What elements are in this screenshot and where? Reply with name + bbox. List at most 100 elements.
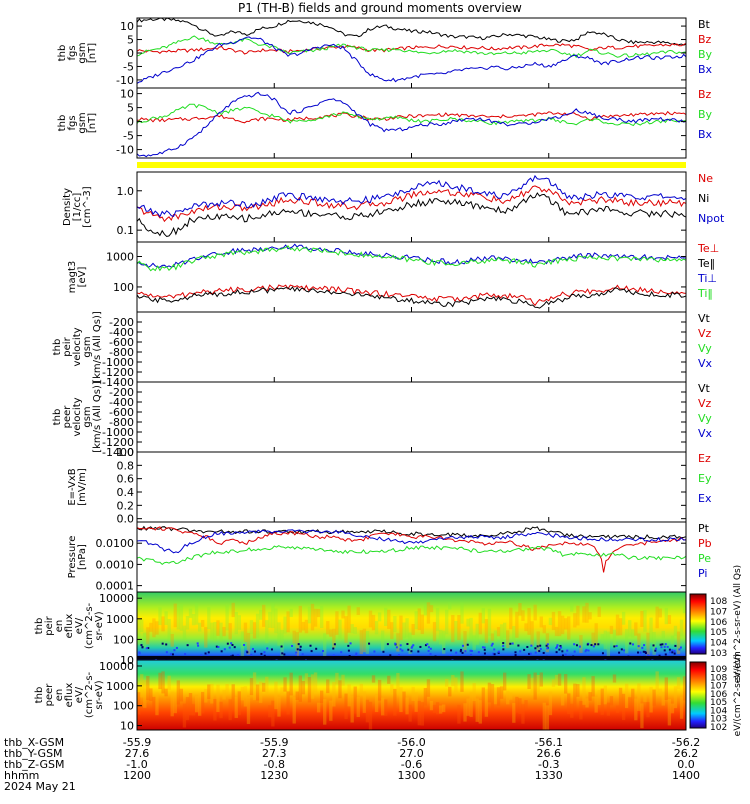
spectrogram-streak: [207, 607, 211, 630]
x-row-value: 1300: [398, 769, 426, 782]
spectrogram-streak: [454, 677, 458, 693]
spectrogram-streak: [466, 698, 470, 716]
spectrogram-streak: [164, 611, 168, 625]
spectrogram-streak: [570, 703, 574, 718]
noise-speckle: [660, 646, 663, 649]
noise-speckle: [673, 652, 676, 655]
spectrogram-streak: [670, 635, 675, 645]
spectrogram-streak: [158, 607, 162, 626]
noise-speckle: [215, 645, 218, 648]
noise-speckle: [679, 646, 682, 649]
legend-entry: Pt: [698, 522, 710, 535]
spectrogram-streak: [231, 602, 235, 618]
spectrogram-streak: [573, 613, 577, 628]
spectrogram-streak: [222, 689, 226, 700]
y-axis-label: [cm^-3]: [82, 186, 93, 227]
spectrogram-streak: [631, 688, 635, 709]
spectrogram-streak: [201, 691, 205, 714]
spectrogram-streak: [606, 702, 611, 716]
spectrogram-streak: [149, 688, 153, 702]
noise-speckle: [455, 651, 458, 654]
noise-speckle: [536, 645, 539, 648]
noise-speckle: [347, 649, 350, 652]
spectrogram-streak: [381, 697, 385, 716]
noise-speckle: [644, 652, 647, 655]
spectrogram-streak: [536, 675, 540, 693]
spectrogram-streak: [228, 699, 232, 721]
noise-speckle: [641, 646, 644, 649]
series-line-Ni: [136, 192, 687, 238]
spectrogram-streak: [445, 678, 449, 687]
spectrogram-streak: [207, 684, 211, 699]
y-tick-label: 0: [127, 116, 134, 129]
spectrogram-streak: [588, 692, 592, 701]
noise-speckle: [481, 646, 484, 649]
spectrogram-streak: [521, 610, 525, 621]
x-row-label: thb_Y-GSM: [4, 747, 63, 760]
y-axis-label: [nT]: [87, 113, 98, 133]
spectrogram-streak: [310, 674, 315, 699]
y-tick-label: -200: [109, 316, 134, 329]
x-row-value: -0.8: [264, 758, 285, 771]
noise-speckle: [561, 650, 564, 653]
noise-speckle: [251, 648, 254, 651]
spectrogram-streak: [277, 622, 281, 646]
spectrogram-streak: [295, 691, 299, 700]
x-row-value: 1400: [672, 769, 700, 782]
noise-speckle: [587, 649, 590, 652]
noise-speckle: [348, 654, 351, 657]
spectrogram-streak: [454, 621, 458, 641]
spectrogram-streak: [374, 621, 379, 635]
spectrogram-streak: [512, 702, 516, 723]
spectrogram-streak: [557, 673, 562, 686]
spectrogram-streak: [237, 691, 241, 716]
spectrogram-streak: [384, 699, 388, 716]
spectrogram-streak: [225, 684, 229, 695]
noise-speckle: [204, 652, 207, 655]
spectrogram-streak: [576, 684, 580, 697]
noise-speckle: [295, 651, 298, 654]
spectrogram-streak: [490, 633, 495, 641]
y-tick-label: -1200: [102, 366, 134, 379]
noise-speckle: [558, 648, 561, 651]
spectrogram-streak: [475, 623, 479, 645]
spectrogram-streak: [530, 677, 534, 696]
noise-speckle: [412, 644, 415, 647]
y-tick-label: 100: [113, 281, 134, 294]
y-tick-label: -600: [109, 336, 134, 349]
noise-speckle: [281, 652, 284, 655]
spectrogram-streak: [560, 695, 565, 706]
spectrogram-streak: [649, 617, 653, 643]
spectrogram-streak: [371, 675, 376, 683]
noise-speckle: [594, 643, 597, 646]
spectrogram-streak: [161, 616, 165, 632]
noise-speckle: [147, 647, 150, 650]
spectrogram-streak: [347, 605, 351, 633]
spectrogram-streak: [435, 702, 440, 715]
y-tick-label: -1000: [102, 356, 134, 369]
spectrogram-streak: [320, 605, 324, 628]
y-tick-label: 0.0100: [96, 537, 135, 550]
x-row-value: 1230: [260, 769, 288, 782]
noise-speckle: [260, 652, 263, 655]
spectrogram-streak: [414, 692, 418, 712]
panel-10: 10000 1000 100 10 thb peer en eflux eV/(cm^2-s-s…: [34, 659, 687, 733]
noise-speckle: [399, 644, 402, 647]
spectrogram-streak: [438, 629, 443, 645]
noise-speckle: [263, 654, 266, 657]
x-row-label: hhmm: [4, 769, 39, 782]
legend-entry: By: [698, 48, 713, 61]
spectrogram-streak: [496, 627, 501, 637]
spectrogram-streak: [204, 689, 208, 703]
spectrogram-streak: [420, 702, 424, 726]
spectrogram-streak: [262, 682, 266, 692]
noise-speckle: [322, 650, 325, 653]
spectrogram-streak: [228, 623, 232, 640]
noise-speckle: [545, 644, 548, 647]
spectrogram-streak: [637, 683, 641, 711]
spectrogram-streak: [393, 616, 397, 632]
panel-frame: [136, 311, 687, 383]
spectrogram-streak: [274, 608, 278, 634]
spectrogram-streak: [509, 607, 513, 630]
spectrogram-streak: [341, 610, 345, 619]
